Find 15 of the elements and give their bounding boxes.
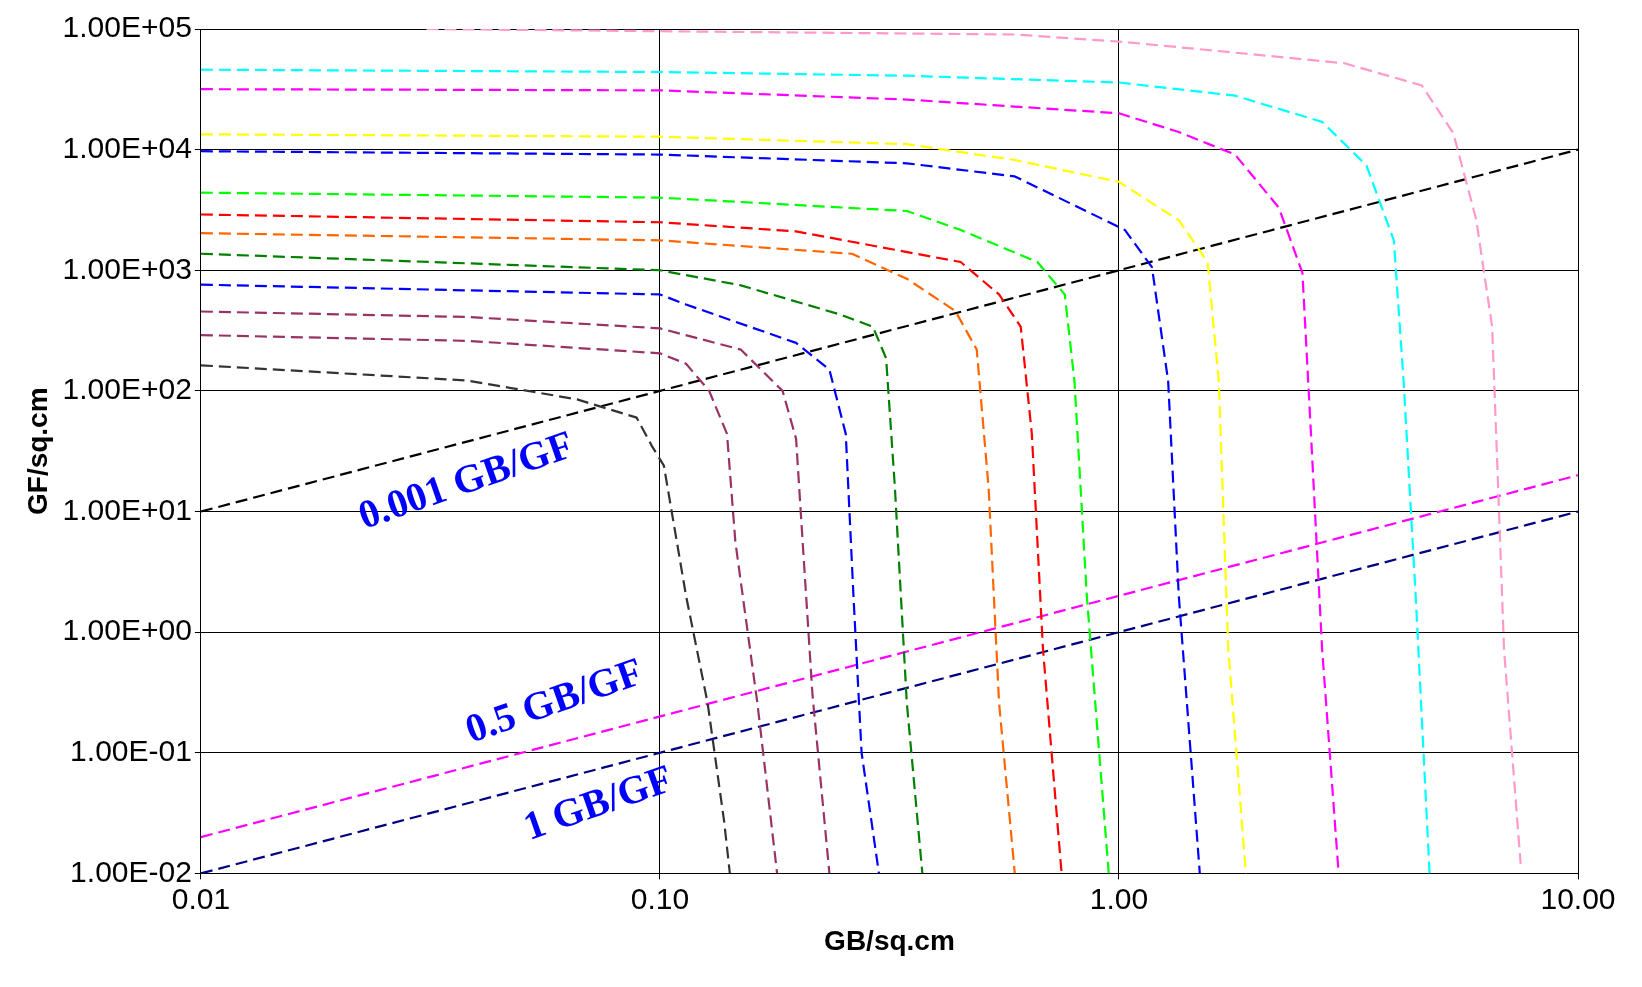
annotation: 0.001 GB/GF [352,421,579,538]
y-tick-label: 1.00E+03 [62,251,192,285]
x-tick-label: 0.10 [630,881,690,915]
x-axis-title: GB/sq.cm [824,924,955,956]
y-tick-label: 1.00E+00 [62,613,192,647]
y-tick-label: 1.00E+02 [62,372,192,406]
annotation: 0.5 GB/GF [459,648,649,752]
x-tick-label: 1.00 [1089,881,1149,915]
x-tick-label: 10.00 [1540,881,1616,915]
y-tick-label: 1.00E-01 [70,734,192,768]
y-axis-title: GF/sq.cm [21,387,53,515]
y-tick-label: 1.00E+01 [62,492,192,526]
y-tick-label: 1.00E+04 [62,130,192,164]
y-tick-label: 1.00E+05 [62,10,192,44]
annotation: 1 GB/GF [517,755,679,849]
